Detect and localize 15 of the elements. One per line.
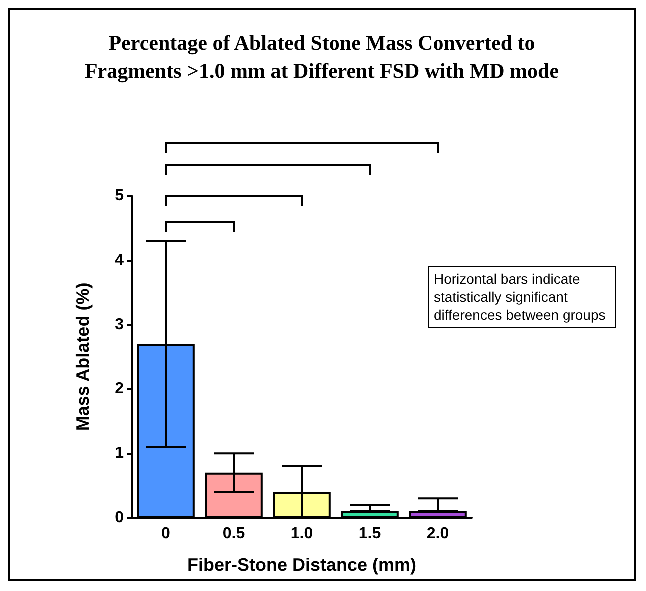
y-tick-label: 4 (115, 252, 124, 269)
y-tick-label: 3 (115, 316, 124, 334)
y-tick-label: 5 (115, 188, 124, 204)
y-tick-label: 1 (115, 445, 124, 462)
x-axis-title: Fiber-Stone Distance (mm) (187, 555, 417, 575)
x-tick-label: 1.5 (358, 526, 382, 542)
x-tick-label: 0.5 (222, 526, 246, 542)
x-tick-label: 2.0 (426, 526, 450, 542)
chart-title: Percentage of Ablated Stone Mass Converted to Fragments >1.0 mm at Different FSD with MD mode (84, 31, 560, 83)
x-tick-label: 0 (162, 526, 171, 542)
annotation: Horizontal bars indicate statistically significant differences between groups (428, 266, 616, 328)
x-tick-label: 1.0 (290, 526, 314, 542)
y-axis-title: Mass Ablated (%) (73, 282, 93, 432)
y-tick-label: 2 (115, 380, 124, 398)
y-tick-label: 0 (115, 510, 124, 526)
